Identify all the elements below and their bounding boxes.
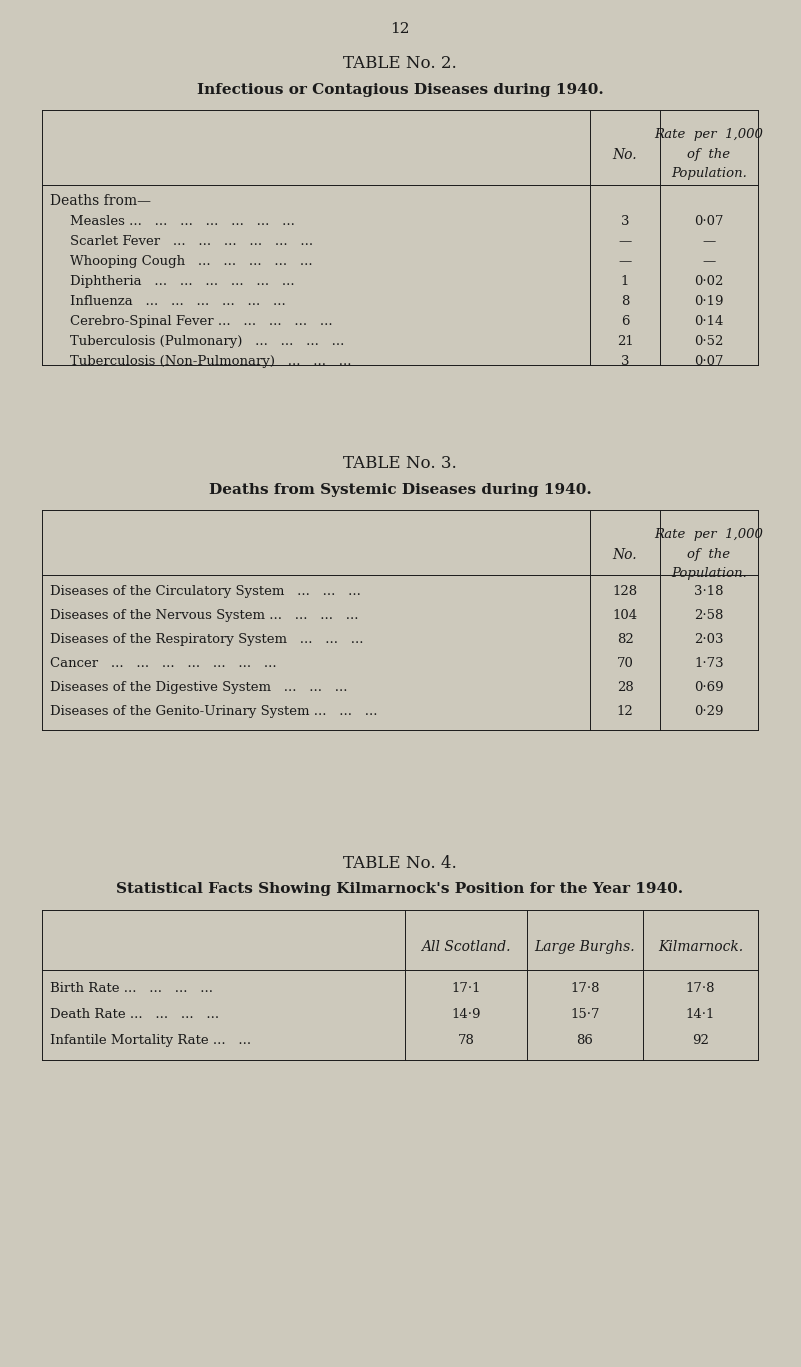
Text: 1: 1 bbox=[621, 275, 630, 288]
Text: Large Burghs.: Large Burghs. bbox=[535, 940, 635, 954]
Text: Cerebro-Spinal Fever ...   ...   ...   ...   ...: Cerebro-Spinal Fever ... ... ... ... ... bbox=[70, 314, 332, 328]
Text: of  the: of the bbox=[687, 548, 731, 560]
Text: 12: 12 bbox=[390, 22, 410, 36]
Text: Statistical Facts Showing Kilmarnock's Position for the Year 1940.: Statistical Facts Showing Kilmarnock's P… bbox=[116, 882, 683, 895]
Text: Population.: Population. bbox=[671, 567, 747, 580]
Text: 28: 28 bbox=[617, 681, 634, 694]
Text: 0·69: 0·69 bbox=[694, 681, 724, 694]
Text: Scarlet Fever   ...   ...   ...   ...   ...   ...: Scarlet Fever ... ... ... ... ... ... bbox=[70, 235, 313, 247]
Text: 82: 82 bbox=[617, 633, 634, 647]
Text: 2·03: 2·03 bbox=[694, 633, 724, 647]
Text: 1·73: 1·73 bbox=[694, 658, 724, 670]
Text: Whooping Cough   ...   ...   ...   ...   ...: Whooping Cough ... ... ... ... ... bbox=[70, 256, 312, 268]
Text: 104: 104 bbox=[613, 610, 638, 622]
Text: Birth Rate ...   ...   ...   ...: Birth Rate ... ... ... ... bbox=[50, 982, 213, 995]
Text: No.: No. bbox=[613, 148, 638, 163]
Text: Diphtheria   ...   ...   ...   ...   ...   ...: Diphtheria ... ... ... ... ... ... bbox=[70, 275, 295, 288]
Text: Death Rate ...   ...   ...   ...: Death Rate ... ... ... ... bbox=[50, 1007, 219, 1021]
Text: 3·18: 3·18 bbox=[694, 585, 724, 597]
Text: TABLE No. 4.: TABLE No. 4. bbox=[343, 854, 457, 872]
Text: —: — bbox=[702, 235, 715, 247]
Text: 21: 21 bbox=[617, 335, 634, 349]
Text: 0·29: 0·29 bbox=[694, 705, 724, 718]
Text: Deaths from Systemic Diseases during 1940.: Deaths from Systemic Diseases during 194… bbox=[208, 483, 591, 498]
Text: Diseases of the Nervous System ...   ...   ...   ...: Diseases of the Nervous System ... ... .… bbox=[50, 610, 359, 622]
Text: 15·7: 15·7 bbox=[570, 1007, 600, 1021]
Text: Influenza   ...   ...   ...   ...   ...   ...: Influenza ... ... ... ... ... ... bbox=[70, 295, 286, 308]
Text: No.: No. bbox=[613, 548, 638, 562]
Text: Diseases of the Respiratory System   ...   ...   ...: Diseases of the Respiratory System ... .… bbox=[50, 633, 364, 647]
Text: Kilmarnock.: Kilmarnock. bbox=[658, 940, 743, 954]
Text: 3: 3 bbox=[621, 215, 630, 228]
Text: Rate  per  1,000: Rate per 1,000 bbox=[654, 528, 763, 541]
Text: TABLE No. 2.: TABLE No. 2. bbox=[343, 55, 457, 72]
Text: 0·07: 0·07 bbox=[694, 215, 724, 228]
Text: —: — bbox=[618, 256, 632, 268]
Text: 0·07: 0·07 bbox=[694, 355, 724, 368]
Text: TABLE No. 3.: TABLE No. 3. bbox=[343, 455, 457, 472]
Text: Diseases of the Genito-Urinary System ...   ...   ...: Diseases of the Genito-Urinary System ..… bbox=[50, 705, 377, 718]
Text: Measles ...   ...   ...   ...   ...   ...   ...: Measles ... ... ... ... ... ... ... bbox=[70, 215, 295, 228]
Text: —: — bbox=[618, 235, 632, 247]
Text: Diseases of the Digestive System   ...   ...   ...: Diseases of the Digestive System ... ...… bbox=[50, 681, 348, 694]
Text: Cancer   ...   ...   ...   ...   ...   ...   ...: Cancer ... ... ... ... ... ... ... bbox=[50, 658, 276, 670]
Text: Diseases of the Circulatory System   ...   ...   ...: Diseases of the Circulatory System ... .… bbox=[50, 585, 361, 597]
Text: Tuberculosis (Pulmonary)   ...   ...   ...   ...: Tuberculosis (Pulmonary) ... ... ... ... bbox=[70, 335, 344, 349]
Text: Population.: Population. bbox=[671, 167, 747, 180]
Text: 17·8: 17·8 bbox=[570, 982, 600, 995]
Text: 2·58: 2·58 bbox=[694, 610, 723, 622]
Text: 17·8: 17·8 bbox=[686, 982, 715, 995]
Text: 3: 3 bbox=[621, 355, 630, 368]
Text: Tuberculosis (Non-Pulmonary)   ...   ...   ...: Tuberculosis (Non-Pulmonary) ... ... ... bbox=[70, 355, 352, 368]
Text: 14·9: 14·9 bbox=[451, 1007, 481, 1021]
Text: 0·02: 0·02 bbox=[694, 275, 723, 288]
Text: 70: 70 bbox=[617, 658, 634, 670]
Text: Infantile Mortality Rate ...   ...: Infantile Mortality Rate ... ... bbox=[50, 1033, 252, 1047]
Text: 78: 78 bbox=[457, 1033, 474, 1047]
Text: 8: 8 bbox=[621, 295, 630, 308]
Text: 92: 92 bbox=[692, 1033, 709, 1047]
Text: 0·52: 0·52 bbox=[694, 335, 723, 349]
Text: Deaths from—: Deaths from— bbox=[50, 194, 151, 208]
Text: —: — bbox=[702, 256, 715, 268]
Text: of  the: of the bbox=[687, 148, 731, 161]
Text: 12: 12 bbox=[617, 705, 634, 718]
Text: 0·14: 0·14 bbox=[694, 314, 723, 328]
Text: 14·1: 14·1 bbox=[686, 1007, 715, 1021]
Text: 0·19: 0·19 bbox=[694, 295, 724, 308]
Text: 6: 6 bbox=[621, 314, 630, 328]
Text: 17·1: 17·1 bbox=[451, 982, 481, 995]
Text: All Scotland.: All Scotland. bbox=[421, 940, 511, 954]
Text: Infectious or Contagious Diseases during 1940.: Infectious or Contagious Diseases during… bbox=[196, 83, 603, 97]
Text: Rate  per  1,000: Rate per 1,000 bbox=[654, 128, 763, 141]
Text: 86: 86 bbox=[577, 1033, 594, 1047]
Text: 128: 128 bbox=[613, 585, 638, 597]
